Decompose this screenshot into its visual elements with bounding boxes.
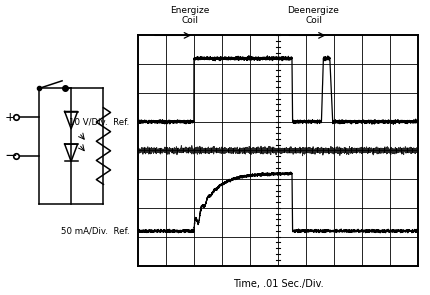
Text: +: + [5, 111, 15, 124]
Text: 10 V/Div.  Ref.: 10 V/Div. Ref. [69, 117, 129, 126]
Text: Energize
Coil: Energize Coil [169, 6, 209, 25]
Text: Deenergize
Coil: Deenergize Coil [287, 6, 339, 25]
Text: Time, .01 Sec./Div.: Time, .01 Sec./Div. [232, 279, 322, 289]
Text: 50 mA/Div.  Ref.: 50 mA/Div. Ref. [61, 227, 129, 235]
Text: −: − [4, 148, 17, 163]
